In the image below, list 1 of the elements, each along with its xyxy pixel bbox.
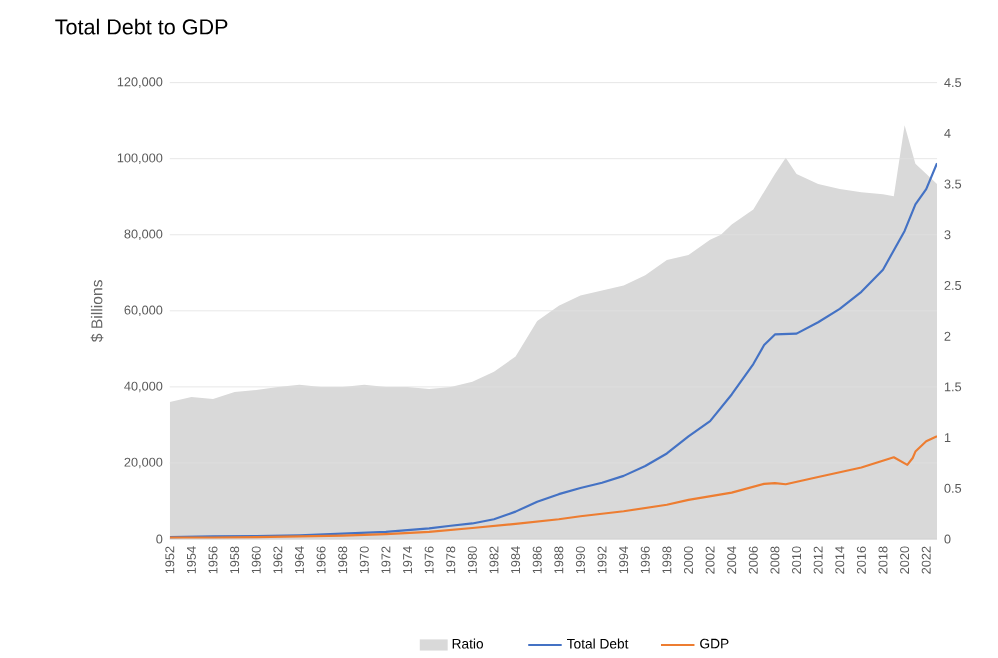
chart-title: Total Debt to GDP (55, 19, 228, 36)
